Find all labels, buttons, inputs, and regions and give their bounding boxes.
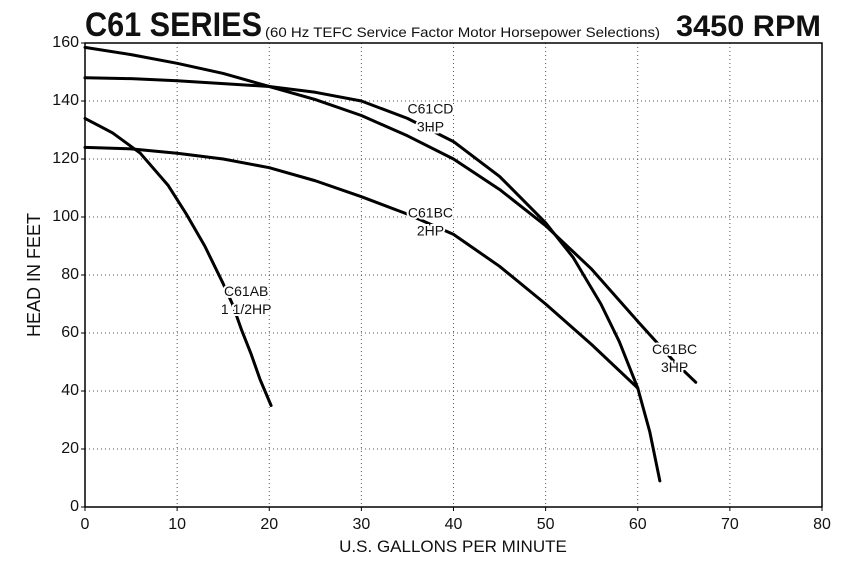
curve-rating: 1 1/2HP <box>221 301 272 317</box>
curve-label: C61AB <box>224 283 268 299</box>
curve-label: C61CD <box>408 100 454 116</box>
curve-rating: 3HP <box>417 118 444 134</box>
y-tick-label: 100 <box>52 208 79 225</box>
x-tick-label: 0 <box>81 516 90 533</box>
speed-label: 3450 RPM <box>676 10 821 43</box>
pump-curve <box>83 145 640 390</box>
curve-label: C61BC <box>408 205 453 221</box>
x-tick-label: 80 <box>813 516 831 533</box>
plot-frame <box>84 42 823 508</box>
y-tick-label: 140 <box>52 92 79 109</box>
x-tick-label: 10 <box>168 516 186 533</box>
y-tick-label: 40 <box>61 382 79 399</box>
pump-curve <box>83 76 662 483</box>
chart-title: C61 SERIES <box>85 6 262 44</box>
curve-rating: 3HP <box>661 359 688 375</box>
y-axis-label: HEAD IN FEET <box>24 213 44 337</box>
y-tick-label: 160 <box>52 34 79 51</box>
x-tick-label: 70 <box>721 516 739 533</box>
x-tick-label: 60 <box>629 516 647 533</box>
x-tick-label: 40 <box>445 516 463 533</box>
y-tick-label: 20 <box>61 440 79 457</box>
curve-label: C61BC <box>652 341 697 357</box>
x-axis-label: U.S. GALLONS PER MINUTE <box>339 537 567 556</box>
y-tick-label: 60 <box>61 324 79 341</box>
y-tick-label: 0 <box>70 498 79 515</box>
x-tick-label: 20 <box>260 516 278 533</box>
pump-curve <box>83 45 698 384</box>
y-tick-label: 120 <box>52 150 79 167</box>
x-tick-label: 50 <box>537 516 555 533</box>
curve-rating: 2HP <box>417 223 444 239</box>
y-tick-label: 80 <box>61 266 79 283</box>
x-tick-label: 30 <box>352 516 370 533</box>
chart-subtitle: (60 Hz TEFC Service Factor Motor Horsepo… <box>265 24 660 40</box>
